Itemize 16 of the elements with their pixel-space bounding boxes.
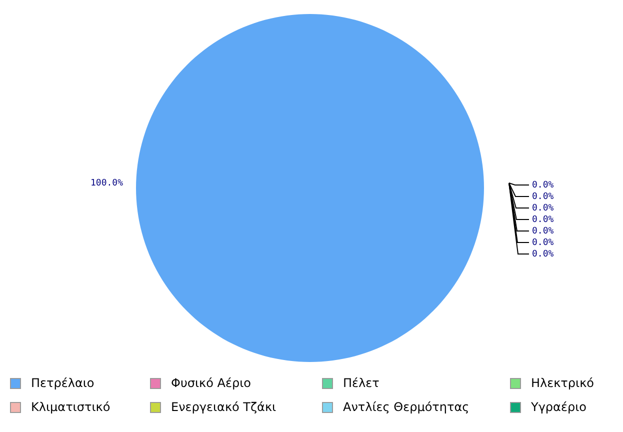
legend-label: Πέλετ: [343, 376, 380, 390]
legend-label: Πετρέλαιο: [31, 376, 94, 390]
text: 0.0%: [532, 203, 554, 214]
legend-label: Αντλίες Θερμότητας: [343, 400, 470, 414]
text: 0.0%: [532, 180, 554, 190]
legend-label: Ενεργειακό Τζάκι: [171, 400, 276, 414]
legend-label: Κλιματιστικό: [31, 400, 110, 414]
text: 0.0%: [532, 214, 554, 225]
text: 0.0%: [532, 238, 554, 248]
data-label: 100.0%: [90, 178, 124, 188]
legend-label: Ηλεκτρικό: [531, 376, 594, 390]
legend-label: Υγραέριο: [531, 400, 586, 414]
text: 0.0%: [532, 192, 554, 202]
text: 0.0%: [532, 249, 554, 260]
text: 0.0%: [532, 226, 554, 236]
legend-label: Φυσικό Αέριο: [171, 376, 251, 390]
